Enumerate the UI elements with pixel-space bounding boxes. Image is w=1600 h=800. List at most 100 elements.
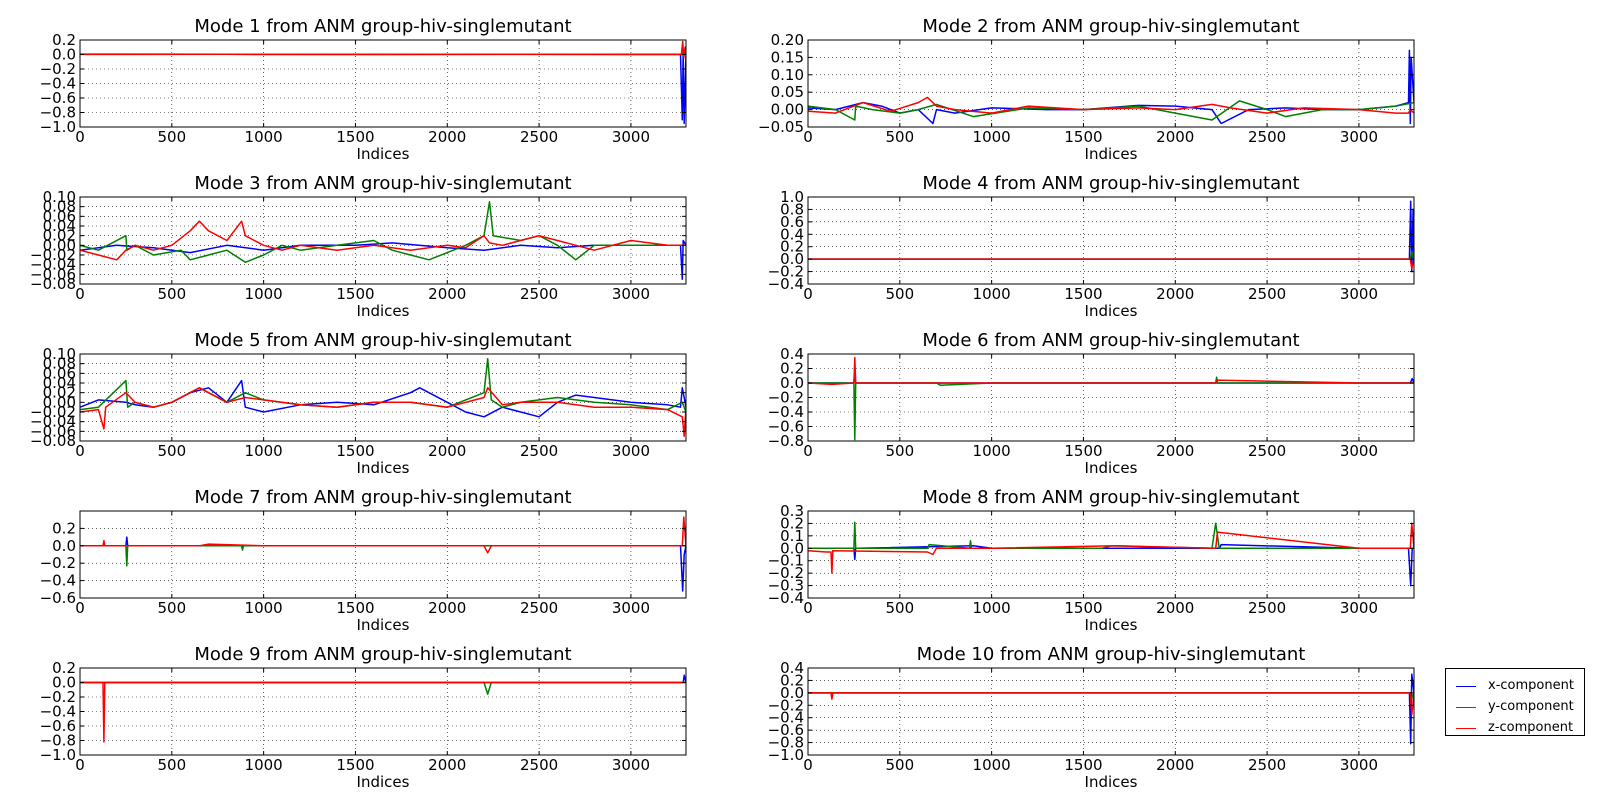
x-axis-label: Indices xyxy=(1085,616,1138,634)
x-tick-label: 0 xyxy=(803,442,813,460)
y-tick-label: 0.10 xyxy=(771,66,804,84)
x-tick-label: 2000 xyxy=(428,128,466,146)
y-tick-label: 0.02 xyxy=(43,227,76,245)
plot-frame xyxy=(807,510,1415,599)
y-tick-label: −0.08 xyxy=(30,432,76,450)
x-tick-label: 2000 xyxy=(428,285,466,303)
chart-title: Mode 1 from ANM group-hiv-singlemutant xyxy=(194,16,571,37)
chart-panel-3: 0 500 1000 1500 2000 2500 3000 0.100.080.060.04… xyxy=(30,173,687,320)
y-tick-label: −0.6 xyxy=(40,717,76,735)
y-tick-label: −0.6 xyxy=(768,721,804,739)
chart-title: Mode 5 from ANM group-hiv-singlemutant xyxy=(194,330,571,351)
y-tick-label: 0.2 xyxy=(52,659,76,677)
x-tick-label: 1000 xyxy=(245,756,283,774)
y-tick-label: 0.2 xyxy=(780,514,804,532)
series-group xyxy=(808,200,1414,273)
x-tick-label: 3000 xyxy=(1340,756,1378,774)
x-tick-label: 500 xyxy=(157,285,186,303)
x-tick-label: 0 xyxy=(803,128,813,146)
y-tick-label: −0.2 xyxy=(40,60,76,78)
y-tick-label: −0.2 xyxy=(768,263,804,281)
y-tick-label: 0.10 xyxy=(43,345,76,363)
series-group xyxy=(80,674,686,743)
y-tick-label: 0.0 xyxy=(52,537,76,555)
x-tick-label: 3000 xyxy=(1340,442,1378,460)
plot-frame xyxy=(79,353,687,442)
x-tick-label: 1000 xyxy=(973,442,1011,460)
x-tick-label: 2000 xyxy=(1156,599,1194,617)
y-tick-label: −0.6 xyxy=(40,589,76,607)
x-tick-label: 1500 xyxy=(336,128,374,146)
x-tick-label: 1500 xyxy=(1064,285,1102,303)
y-tick-label: −0.4 xyxy=(768,403,804,421)
chart-title: Mode 8 from ANM group-hiv-singlemutant xyxy=(922,487,1299,508)
legend-label-x: x-component xyxy=(1488,678,1574,693)
x-tick-label: 2500 xyxy=(520,756,558,774)
series-group xyxy=(80,358,686,437)
y-tick-label: 0.2 xyxy=(780,671,804,689)
series-line-y-component xyxy=(808,376,1414,441)
y-tick-label: −0.8 xyxy=(768,432,804,450)
series-line-y-component xyxy=(80,681,686,695)
series-line-z-component xyxy=(808,692,1414,716)
x-tick-label: 500 xyxy=(157,756,186,774)
y-tick-label: 0.0 xyxy=(780,684,804,702)
y-tick-label: −0.04 xyxy=(30,256,76,274)
y-tick-label: −0.2 xyxy=(40,688,76,706)
y-tick-label: −0.06 xyxy=(30,422,76,440)
series-line-y-component xyxy=(808,100,1414,121)
series-line-z-component xyxy=(808,356,1414,386)
y-tick-label: 0.0 xyxy=(780,374,804,392)
x-tick-label: 3000 xyxy=(612,285,650,303)
series-line-z-component xyxy=(808,258,1414,270)
legend-line-z xyxy=(1456,728,1476,729)
series-line-y-component xyxy=(80,201,686,264)
x-tick-label: 1500 xyxy=(1064,128,1102,146)
x-axis-label: Indices xyxy=(1085,302,1138,320)
y-tick-label: 0.0 xyxy=(780,250,804,268)
legend-label-z: z-component xyxy=(1488,720,1574,735)
plot-frame xyxy=(79,667,687,756)
x-tick-label: 1500 xyxy=(1064,756,1102,774)
y-tick-label: 0.2 xyxy=(52,519,76,537)
series-line-x-component xyxy=(80,379,686,418)
legend-item-y: y-component xyxy=(1446,698,1584,718)
y-tick-label: 0.00 xyxy=(43,393,76,411)
legend-line-x xyxy=(1456,686,1476,687)
y-tick-label: −0.06 xyxy=(30,265,76,283)
x-tick-label: 500 xyxy=(157,599,186,617)
x-tick-label: 1000 xyxy=(973,285,1011,303)
plot-frame xyxy=(807,196,1415,285)
series-group xyxy=(80,516,686,592)
x-axis-label: Indices xyxy=(1085,459,1138,477)
y-tick-label: 0.06 xyxy=(43,207,76,225)
y-tick-label: −0.4 xyxy=(768,589,804,607)
x-tick-label: 500 xyxy=(157,442,186,460)
series-line-z-component xyxy=(808,96,1414,114)
x-tick-label: 1500 xyxy=(336,756,374,774)
x-tick-label: 1500 xyxy=(1064,599,1102,617)
x-tick-label: 3000 xyxy=(1340,128,1378,146)
legend-item-x: x-component xyxy=(1446,677,1584,697)
series-line-x-component xyxy=(808,673,1414,745)
y-tick-label: 0.00 xyxy=(43,236,76,254)
series-group xyxy=(808,49,1414,125)
series-line-y-component xyxy=(80,545,686,567)
y-tick-label: −0.4 xyxy=(40,75,76,93)
x-tick-label: 2000 xyxy=(1156,285,1194,303)
x-tick-label: 2500 xyxy=(1248,128,1286,146)
x-tick-label: 500 xyxy=(885,285,914,303)
series-line-z-component xyxy=(80,681,686,743)
y-tick-label: 0.06 xyxy=(43,364,76,382)
series-group xyxy=(808,673,1414,745)
series-group xyxy=(80,40,686,125)
series-line-x-component xyxy=(80,50,686,125)
x-axis-label: Indices xyxy=(357,459,410,477)
x-tick-label: 500 xyxy=(885,128,914,146)
y-tick-label: −1.0 xyxy=(40,746,76,764)
x-axis-label: Indices xyxy=(357,616,410,634)
y-tick-label: 0.6 xyxy=(780,213,804,231)
x-axis-label: Indices xyxy=(357,773,410,791)
plot-frame xyxy=(79,510,687,599)
